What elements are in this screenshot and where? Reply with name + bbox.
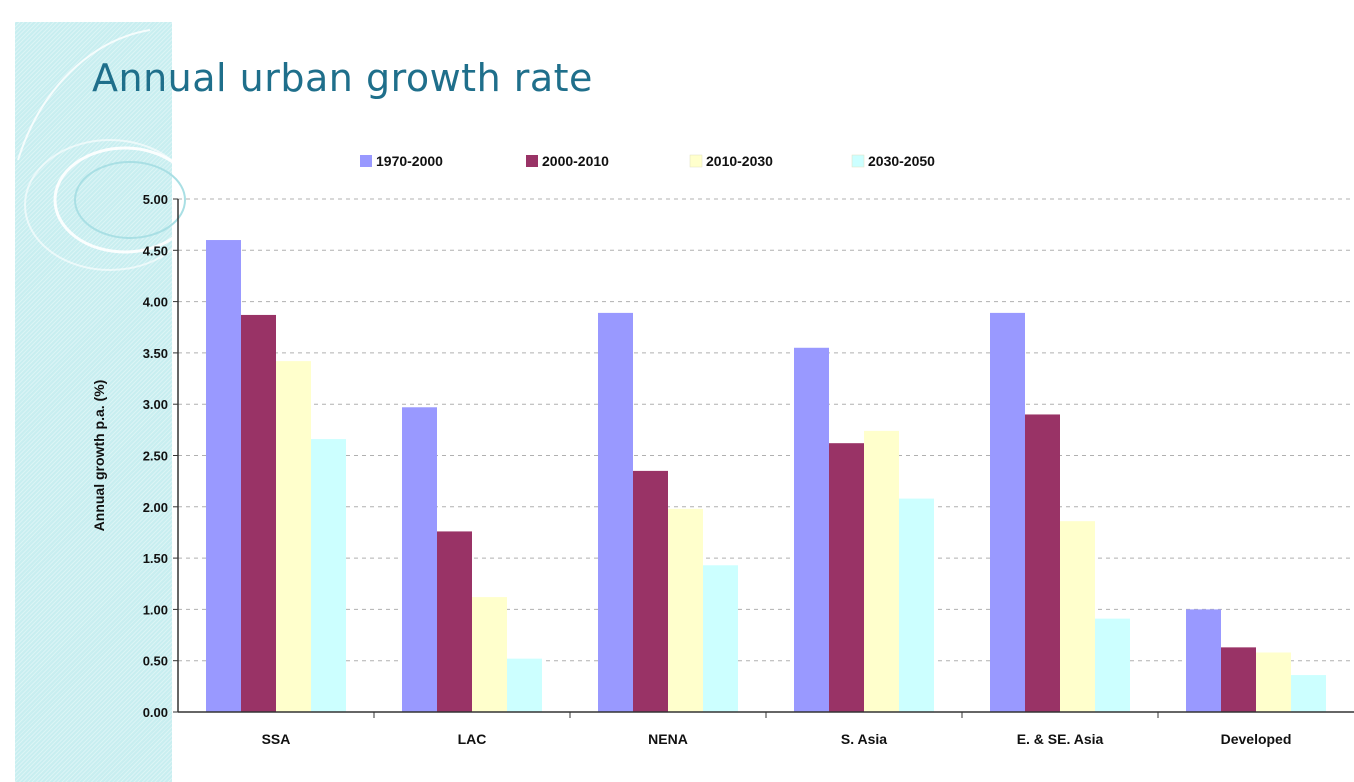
y-tick-label: 1.00 [143,602,168,617]
bar-2000-2010 [1025,414,1060,712]
y-tick-label: 1.50 [143,551,168,566]
y-tick-label: 0.00 [143,705,168,720]
x-category-label: E. & SE. Asia [1017,731,1104,747]
y-tick-label: 4.00 [143,295,168,310]
bar-2000-2010 [829,443,864,712]
bar-2030-2050 [1095,618,1130,712]
x-category-label: Developed [1221,731,1292,747]
bar-1970-2000 [402,407,437,712]
bar-1970-2000 [1186,609,1221,712]
gridlines [178,198,1354,662]
bar-2030-2050 [507,658,542,712]
x-category-label: S. Asia [841,731,887,747]
y-tick-label: 2.00 [143,500,168,515]
bar-2010-2030 [1256,652,1291,712]
bar-1970-2000 [794,347,829,712]
legend-label: 2010-2030 [706,153,773,169]
bar-2000-2010 [241,314,276,712]
y-tick-label: 3.50 [143,346,168,361]
legend-label: 2000-2010 [542,153,609,169]
bars [206,240,1326,713]
bar-2010-2030 [864,430,899,712]
legend-swatch [689,154,703,168]
axes: 0.00 0.50 1.00 1.50 2.00 2.50 3.00 3.50 4.00 4.50… [143,192,1354,747]
bar-2010-2030 [276,361,311,712]
bar-1970-2000 [990,312,1025,712]
x-category-label: LAC [458,731,487,747]
y-tick-label: 2.50 [143,449,168,464]
bar-2030-2050 [899,498,934,712]
bar-2030-2050 [1291,675,1326,712]
bar-2010-2030 [1060,521,1095,712]
bar-2000-2010 [1221,647,1256,712]
y-tick-label: 5.00 [143,192,168,207]
y-tick-label: 0.50 [143,654,168,669]
legend: 1970-2000 2000-2010 2010-2030 2030-2050 [360,153,935,169]
x-category-label: SSA [262,731,291,747]
legend-label: 2030-2050 [868,153,935,169]
y-tick-label: 3.00 [143,397,168,412]
y-axis-title: Annual growth p.a. (%) [91,380,107,532]
legend-swatch [851,154,865,168]
bar-2000-2010 [633,470,668,712]
legend-label: 1970-2000 [376,153,443,169]
bar-2000-2010 [437,531,472,712]
bar-2030-2050 [311,439,346,712]
bar-2030-2050 [703,565,738,712]
x-category-label: NENA [648,731,688,747]
y-tick-label: 4.50 [143,243,168,258]
bar-2010-2030 [472,597,507,712]
bar-1970-2000 [206,240,241,713]
slide-title: Annual urban growth rate [92,56,593,100]
legend-swatch [526,155,538,167]
bar-2010-2030 [668,508,703,712]
bar-1970-2000 [598,312,633,712]
legend-swatch [360,155,372,167]
